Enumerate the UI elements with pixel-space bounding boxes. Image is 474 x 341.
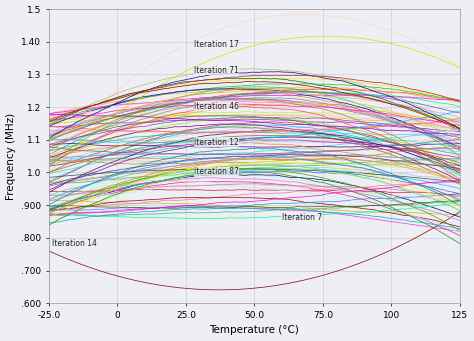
Text: Iteration 87: Iteration 87 bbox=[194, 167, 239, 176]
Text: Iteration 71: Iteration 71 bbox=[194, 66, 239, 75]
X-axis label: Temperature (°C): Temperature (°C) bbox=[210, 325, 299, 336]
Text: Iteration 46: Iteration 46 bbox=[194, 102, 239, 111]
Text: Iteration 7: Iteration 7 bbox=[282, 213, 322, 222]
Text: Iteration 17: Iteration 17 bbox=[194, 40, 239, 49]
Y-axis label: Frequency (MHz): Frequency (MHz) bbox=[6, 113, 16, 200]
Text: Iteration 14: Iteration 14 bbox=[52, 239, 97, 248]
Text: Iteration 12: Iteration 12 bbox=[194, 138, 239, 147]
